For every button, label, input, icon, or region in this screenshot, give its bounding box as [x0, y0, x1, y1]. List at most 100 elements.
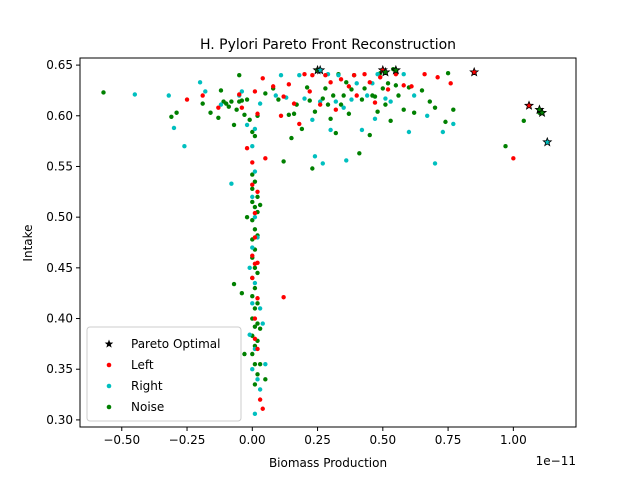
y-tick-label: 0.55 [46, 159, 73, 173]
data-point [427, 99, 433, 104]
data-point [255, 346, 260, 352]
data-point [263, 156, 268, 161]
data-point [286, 112, 292, 117]
x-tick-label: −0.25 [169, 433, 206, 447]
data-point [354, 93, 359, 98]
data-point [237, 73, 242, 78]
data-point [218, 102, 224, 107]
pareto-star [469, 66, 480, 77]
x-tick-label: 0.75 [435, 433, 462, 447]
data-point [250, 218, 255, 223]
data-point [448, 81, 453, 86]
data-point [346, 111, 352, 116]
data-point [385, 81, 391, 86]
legend-entry: Left [106, 358, 154, 372]
data-point [419, 88, 425, 93]
x-tick-label: 0.00 [239, 433, 266, 447]
data-point [250, 194, 255, 200]
data-point [257, 361, 263, 367]
data-point [393, 83, 399, 88]
x-tick-label: 0.25 [304, 433, 331, 447]
data-point [451, 121, 456, 127]
data-point [333, 99, 339, 104]
data-point [252, 265, 258, 271]
data-point [182, 144, 187, 149]
data-point [250, 172, 255, 177]
data-point [216, 105, 221, 110]
legend-box [86, 326, 242, 422]
legend-marker [104, 339, 114, 348]
data-point [166, 93, 171, 98]
data-point [451, 107, 456, 112]
data-point [328, 80, 333, 85]
data-point [281, 159, 286, 164]
data-point [323, 86, 328, 91]
data-point [411, 110, 417, 115]
data-point [440, 129, 446, 135]
data-point [385, 87, 391, 92]
data-point [247, 117, 252, 123]
data-point [359, 127, 365, 133]
data-point [312, 154, 318, 159]
data-point [443, 119, 448, 125]
data-point [302, 72, 307, 77]
data-point [325, 102, 331, 107]
data-point [244, 97, 250, 102]
legend-marker [106, 404, 112, 410]
x-tick-label: 1.00 [500, 433, 527, 447]
data-point [425, 113, 430, 118]
data-point [354, 81, 359, 86]
data-point [341, 105, 346, 110]
y-tick-label: 0.45 [46, 261, 73, 275]
data-point [255, 189, 260, 195]
data-point [364, 93, 370, 98]
data-point [252, 336, 258, 341]
data-point [411, 93, 417, 98]
data-point [307, 98, 312, 103]
data-point [257, 397, 263, 402]
data-point [237, 92, 242, 97]
data-point [255, 270, 260, 276]
data-point [409, 84, 414, 89]
data-point [255, 111, 260, 116]
series-right [132, 72, 456, 417]
data-point [169, 114, 174, 120]
data-point [250, 367, 255, 372]
y-tick-label: 0.65 [46, 58, 73, 72]
data-point [252, 126, 258, 132]
data-point [372, 94, 378, 99]
data-point [244, 146, 250, 151]
y-axis-label: Intake [21, 224, 35, 261]
data-point [359, 97, 365, 102]
series-left [184, 72, 516, 411]
data-point [320, 161, 325, 166]
data-point [252, 89, 258, 94]
data-point [435, 75, 440, 80]
data-point [304, 85, 310, 90]
y-tick-label: 0.35 [46, 362, 73, 376]
plot-area [101, 64, 553, 417]
data-point [257, 387, 263, 392]
data-point [263, 91, 268, 96]
data-point [250, 182, 255, 187]
data-point [401, 72, 406, 77]
data-point [252, 324, 258, 329]
data-point [401, 107, 406, 112]
data-point [378, 75, 383, 80]
data-point [263, 361, 268, 367]
data-point [250, 301, 255, 306]
data-point [203, 89, 208, 94]
y-tick-label: 0.30 [46, 413, 73, 427]
data-point [388, 99, 393, 104]
data-point [250, 186, 255, 191]
data-point [310, 166, 315, 171]
series-pareto-optimal [312, 64, 553, 147]
data-point [200, 101, 205, 106]
data-point [521, 118, 526, 124]
data-point [503, 144, 508, 149]
data-point [445, 71, 451, 76]
data-point [344, 80, 349, 85]
data-point [286, 82, 292, 87]
data-point [229, 99, 234, 104]
